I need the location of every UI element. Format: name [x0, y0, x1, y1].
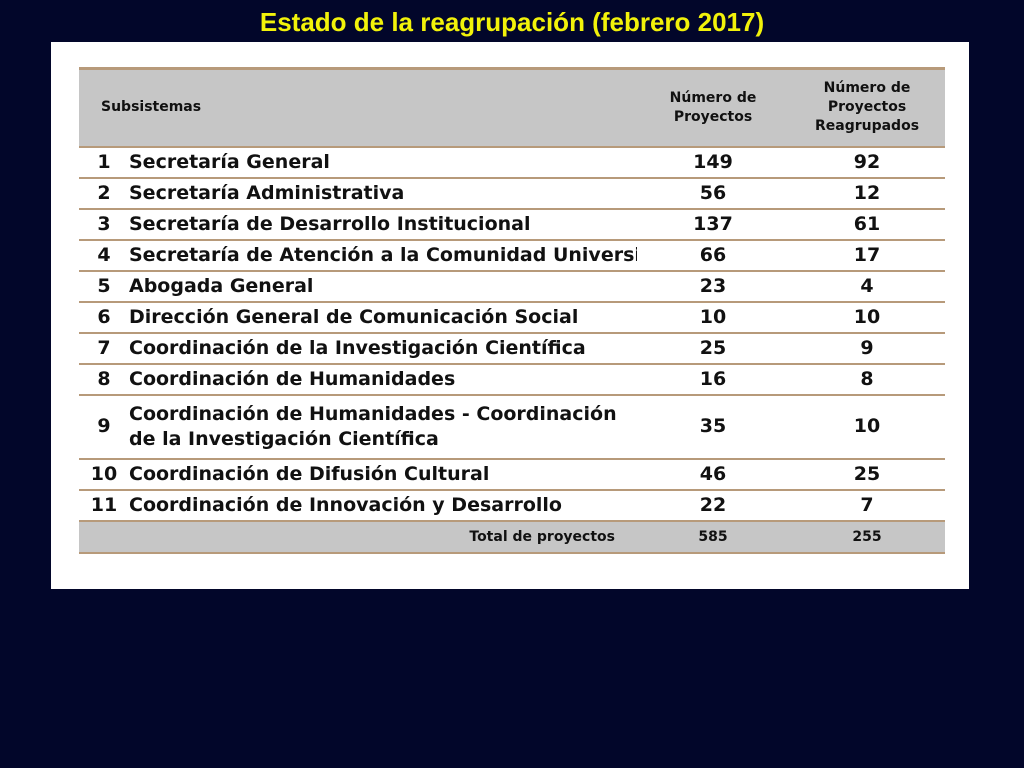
- header-numero-proyectos: Número de Proyectos: [637, 68, 789, 148]
- row-subsistema-line2: de la Investigación Científica: [129, 427, 439, 450]
- row-number: 5: [79, 270, 129, 303]
- row-proyectos: 16: [637, 363, 789, 396]
- row-reagrupados: 92: [789, 146, 945, 179]
- row-number: 8: [79, 363, 129, 396]
- total-proyectos: 585: [637, 520, 789, 554]
- total-reagrupados: 255: [789, 520, 945, 554]
- table-row: 5 Abogada General 23 4: [79, 270, 945, 303]
- row-proyectos: 25: [637, 332, 789, 365]
- row-number: 9: [79, 394, 129, 460]
- reagrupacion-table: Subsistemas Número de Proyectos Número d…: [79, 67, 945, 554]
- row-proyectos: 23: [637, 270, 789, 303]
- row-subsistema: Secretaría de Atención a la Comunidad Un…: [129, 239, 637, 272]
- row-number: 10: [79, 458, 129, 491]
- row-proyectos: 35: [637, 394, 789, 460]
- row-number: 6: [79, 301, 129, 334]
- table-row: 8 Coordinación de Humanidades 16 8: [79, 363, 945, 396]
- table-row: 2 Secretaría Administrativa 56 12: [79, 177, 945, 210]
- table-row: 10 Coordinación de Difusión Cultural 46 …: [79, 458, 945, 491]
- table-row: 7 Coordinación de la Investigación Cient…: [79, 332, 945, 365]
- table-row: 6 Dirección General de Comunicación Soci…: [79, 301, 945, 334]
- row-reagrupados: 7: [789, 489, 945, 522]
- row-reagrupados: 4: [789, 270, 945, 303]
- header-reagrupados-line3: Reagrupados: [814, 118, 920, 135]
- row-subsistema: Coordinación de Innovación y Desarrollo: [129, 489, 637, 522]
- header-reagrupados-line1: Número de: [823, 80, 911, 97]
- row-subsistema: Coordinación de la Investigación Científ…: [129, 332, 637, 365]
- table-row: 4 Secretaría de Atención a la Comunidad …: [79, 239, 945, 272]
- row-subsistema: Secretaría Administrativa: [129, 177, 637, 210]
- total-label: Total de proyectos: [79, 520, 637, 554]
- row-proyectos: 66: [637, 239, 789, 272]
- row-subsistema: Abogada General: [129, 270, 637, 303]
- header-reagrupados-line2: Proyectos: [827, 99, 907, 116]
- row-subsistema: Coordinación de Humanidades: [129, 363, 637, 396]
- row-reagrupados: 61: [789, 208, 945, 241]
- row-subsistema: Secretaría General: [129, 146, 637, 179]
- row-proyectos: 149: [637, 146, 789, 179]
- table-row: 9 Coordinación de Humanidades - Coordina…: [79, 394, 945, 460]
- row-number: 2: [79, 177, 129, 210]
- row-subsistema: Coordinación de Humanidades - Coordinaci…: [129, 394, 637, 460]
- row-proyectos: 137: [637, 208, 789, 241]
- header-subsistemas: Subsistemas: [79, 68, 637, 148]
- row-reagrupados: 9: [789, 332, 945, 365]
- table-row: 1 Secretaría General 149 92: [79, 146, 945, 179]
- row-reagrupados: 10: [789, 394, 945, 460]
- row-reagrupados: 8: [789, 363, 945, 396]
- row-subsistema: Coordinación de Difusión Cultural: [129, 458, 637, 491]
- header-proyectos-line2: Proyectos: [673, 108, 753, 125]
- table-header-row: Subsistemas Número de Proyectos Número d…: [79, 68, 945, 148]
- row-number: 11: [79, 489, 129, 522]
- row-subsistema-line1: Coordinación de Humanidades - Coordinaci…: [129, 402, 617, 425]
- row-number: 7: [79, 332, 129, 365]
- row-proyectos: 22: [637, 489, 789, 522]
- table-row: 11 Coordinación de Innovación y Desarrol…: [79, 489, 945, 522]
- row-number: 3: [79, 208, 129, 241]
- row-number: 1: [79, 146, 129, 179]
- slide-title: Estado de la reagrupación (febrero 2017): [259, 7, 765, 37]
- header-numero-reagrupados: Número de Proyectos Reagrupados: [789, 68, 945, 148]
- table-panel: Subsistemas Número de Proyectos Número d…: [51, 42, 969, 589]
- row-reagrupados: 10: [789, 301, 945, 334]
- row-reagrupados: 17: [789, 239, 945, 272]
- table-row: 3 Secretaría de Desarrollo Institucional…: [79, 208, 945, 241]
- row-reagrupados: 12: [789, 177, 945, 210]
- row-subsistema: Secretaría de Desarrollo Institucional: [129, 208, 637, 241]
- header-proyectos-line1: Número de: [669, 89, 757, 106]
- total-row: Total de proyectos 585 255: [79, 520, 945, 554]
- row-subsistema: Dirección General de Comunicación Social: [129, 301, 637, 334]
- row-proyectos: 56: [637, 177, 789, 210]
- row-number: 4: [79, 239, 129, 272]
- row-reagrupados: 25: [789, 458, 945, 491]
- row-proyectos: 10: [637, 301, 789, 334]
- row-proyectos: 46: [637, 458, 789, 491]
